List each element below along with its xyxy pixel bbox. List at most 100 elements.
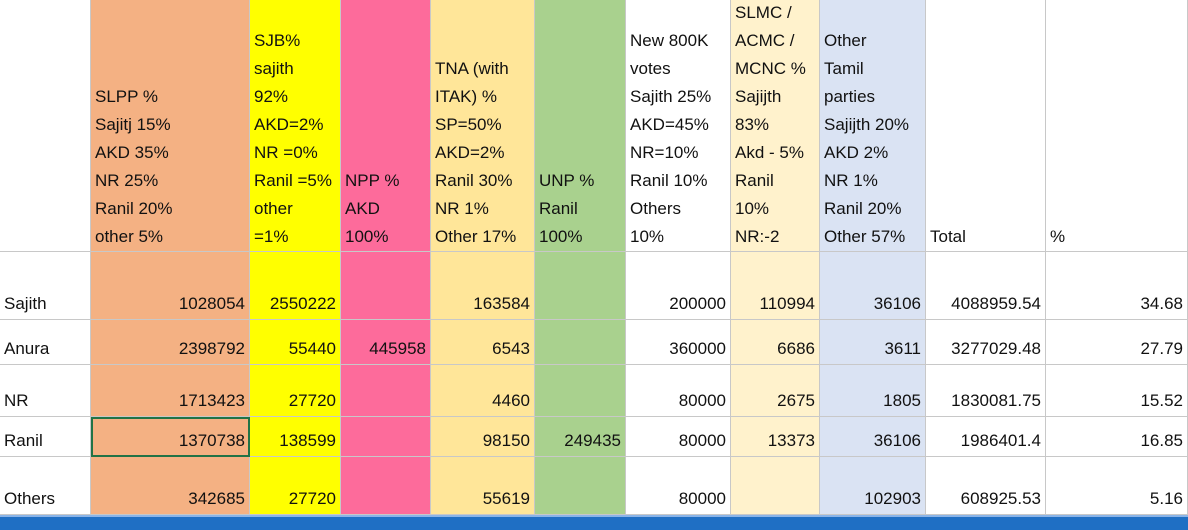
cell-value: 360000 [669, 339, 726, 358]
cell-value: 36106 [873, 431, 921, 450]
header-line: Sajitj 15% [95, 115, 171, 134]
header-cell: SLMC / ACMC / MCNC % Sajijth 83% Akd - 5% Rani… [731, 0, 820, 252]
cell-value: 608925.53 [960, 489, 1041, 508]
data-cell: 16.85 [1046, 417, 1188, 457]
header-line: Sajijth 20% [824, 115, 910, 134]
data-cell: 200000 [626, 252, 731, 320]
cell-value: 3611 [884, 339, 921, 358]
header-line: MCNC % [735, 59, 806, 78]
header-line: Other 57% [824, 227, 906, 246]
cell-value: 4460 [492, 391, 530, 410]
data-cell [341, 365, 431, 417]
header-line: SP=50% [435, 115, 502, 134]
data-cell: 27720 [250, 365, 341, 417]
status-bar [0, 515, 1188, 530]
header-line: Other 17% [435, 227, 517, 246]
header-line: 10% [630, 227, 665, 246]
row-label-cell: Others [0, 457, 91, 515]
header-line: 92% [254, 87, 289, 106]
header-line: other [254, 199, 293, 218]
data-cell: 36106 [820, 417, 926, 457]
data-cell: 360000 [626, 320, 731, 365]
cell-value: 445958 [369, 339, 426, 358]
cell-value: 1986401.4 [960, 431, 1041, 450]
data-cell: 4088959.54 [926, 252, 1046, 320]
header-line: other 5% [95, 227, 164, 246]
data-cell: 2675 [731, 365, 820, 417]
header-cell: SLPP % Sajitj 15% AKD 35% NR 25% Ranil 20% ot… [91, 0, 250, 252]
cell-value: 110994 [759, 294, 815, 313]
cell-value: 55440 [288, 339, 336, 358]
cell-value: 27.79 [1140, 339, 1183, 358]
cell-value: 80000 [678, 431, 726, 450]
header-line: NPP % [345, 171, 400, 190]
header-line: SLPP % [95, 87, 159, 106]
data-cell: 608925.53 [926, 457, 1046, 515]
cell-value: 3277029.48 [951, 339, 1041, 358]
cell-value: 2398792 [178, 339, 245, 358]
header-line: AKD 35% [95, 143, 169, 162]
data-cell: 6686 [731, 320, 820, 365]
header-cell: SJB% sajith 92% AKD=2% NR =0% Ranil =5% other =… [250, 0, 341, 252]
data-cell: 445958 [341, 320, 431, 365]
data-cell [341, 457, 431, 515]
header-line: SJB% [254, 31, 301, 50]
header-cell: NPP % AKD 100% [341, 0, 431, 252]
cell-value: 200000 [669, 294, 726, 313]
cell-value: 80000 [678, 489, 726, 508]
header-line: UNP % [539, 171, 595, 190]
cell-value: 13373 [767, 431, 815, 450]
data-cell: 80000 [626, 417, 731, 457]
data-cell: 34.68 [1046, 252, 1188, 320]
header-line: 100% [539, 227, 583, 246]
header-line: NR 1% [435, 199, 489, 218]
data-cell: 2398792 [91, 320, 250, 365]
data-cell: 80000 [626, 365, 731, 417]
header-line: Akd - 5% [735, 143, 804, 162]
header-line: AKD 2% [824, 143, 889, 162]
row-label: Sajith [4, 294, 47, 313]
header-cell: New 800K votes Sajith 25% AKD=45% NR=10% Rani… [626, 0, 731, 252]
header-cell: Total [926, 0, 1046, 252]
header-cell: UNP % Ranil 100% [535, 0, 626, 252]
data-cell: 15.52 [1046, 365, 1188, 417]
data-cell: 98150 [431, 417, 535, 457]
row-label: Ranil [4, 431, 43, 450]
header-line: =1% [254, 227, 289, 246]
data-cell: 1713423 [91, 365, 250, 417]
header-line: sajith [254, 59, 294, 78]
data-cell [535, 365, 626, 417]
data-cell: 27.79 [1046, 320, 1188, 365]
header-line: NR:-2 [735, 227, 780, 246]
header-cell [0, 0, 91, 252]
header-line: 100% [345, 227, 389, 246]
header-line: NR=10% [630, 143, 699, 162]
data-cell: 4460 [431, 365, 535, 417]
header-cell: % [1046, 0, 1188, 252]
header-line: Ranil [735, 171, 774, 190]
header-cell: Other Tamil parties Sajijth 20% AKD 2% NR 1% R… [820, 0, 926, 252]
cell-value: 1713423 [178, 391, 245, 410]
cell-value: 342685 [188, 489, 245, 508]
header-line: ITAK) % [435, 87, 498, 106]
data-cell: 2550222 [250, 252, 341, 320]
data-cell: 163584 [431, 252, 535, 320]
row-label-cell: Sajith [0, 252, 91, 320]
data-cell: 3277029.48 [926, 320, 1046, 365]
data-cell [535, 252, 626, 320]
cell-value: 4088959.54 [951, 294, 1041, 313]
row-label-cell: Ranil [0, 417, 91, 457]
cell-value: 2550222 [269, 294, 336, 313]
data-cell: 27720 [250, 457, 341, 515]
header-line: Total [930, 227, 966, 246]
cell-value: 138599 [279, 431, 336, 450]
data-cell: 36106 [820, 252, 926, 320]
data-cell [535, 457, 626, 515]
data-cell: 80000 [626, 457, 731, 515]
cell-value: 55619 [482, 489, 530, 508]
header-line: Ranil 20% [95, 199, 173, 218]
cell-value: 6543 [492, 339, 530, 358]
header-cell: TNA (with ITAK) % SP=50% AKD=2% Ranil 30% NR … [431, 0, 535, 252]
header-line: SLMC / [735, 3, 792, 22]
